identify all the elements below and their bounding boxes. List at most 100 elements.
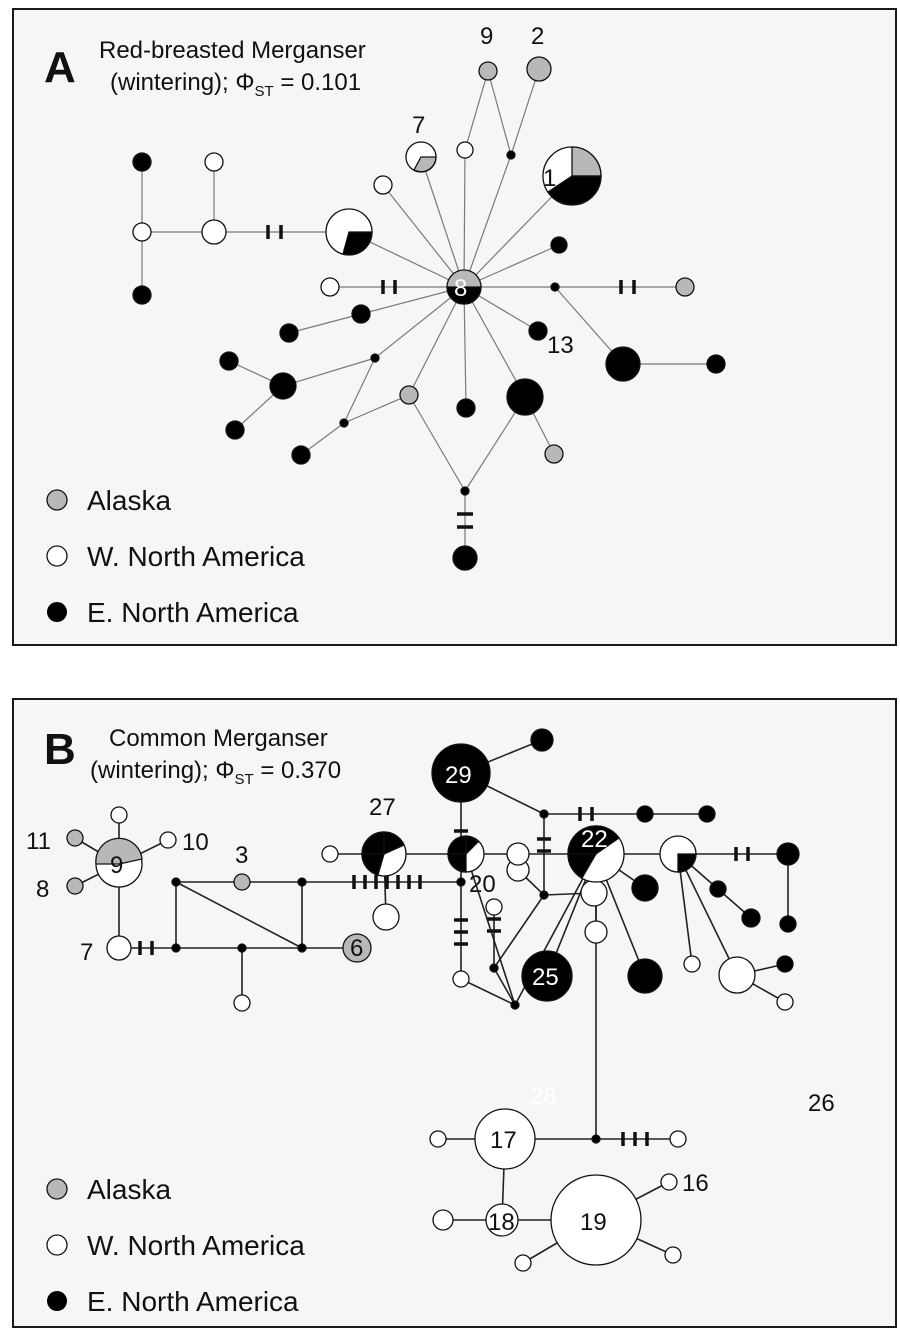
haplotype-node	[627, 958, 663, 994]
median-vector	[510, 1000, 520, 1010]
node-label: 3	[235, 842, 248, 869]
haplotype-node	[664, 1246, 682, 1264]
panel-a-mutation-ticks	[266, 225, 636, 529]
haplotype-node	[485, 1203, 519, 1237]
haplotype-node	[429, 1130, 447, 1148]
haplotype-node	[669, 1130, 687, 1148]
legend-swatch-east	[47, 602, 67, 622]
haplotype-node	[528, 321, 548, 341]
haplotype-node	[373, 175, 393, 195]
haplotype-node	[432, 1209, 454, 1231]
node-label: 8	[36, 876, 49, 903]
median-vector	[297, 943, 307, 953]
median-vector	[370, 353, 380, 363]
legend-swatch-alaska	[46, 1178, 68, 1200]
haplotype-node	[233, 994, 251, 1012]
panel-b-network: 11 10 9 8 3 7 6 29 20 25 27 22 28 26 17 …	[26, 725, 835, 1317]
median-vector	[550, 282, 560, 292]
haplotype-node	[321, 845, 339, 863]
haplotype-pie-node	[447, 835, 485, 873]
node-label: 8	[454, 275, 467, 302]
haplotype-node	[779, 915, 797, 933]
haplotype-node	[474, 1108, 536, 1170]
haplotype-node	[456, 141, 474, 159]
haplotype-node	[631, 874, 659, 902]
legend: Alaska W. North America E. North America	[46, 1174, 305, 1317]
node-label: 17	[490, 1127, 517, 1154]
node-label: 9	[110, 852, 123, 879]
median-vector	[539, 809, 549, 819]
node-label: 18	[488, 1209, 515, 1236]
haplotype-node	[506, 842, 530, 866]
haplotype-pie-node	[405, 141, 437, 173]
haplotype-pie-node-center	[446, 269, 482, 305]
haplotype-node	[225, 420, 245, 440]
haplotype-node	[776, 842, 800, 866]
haplotype-node	[233, 873, 251, 891]
legend-swatch-east	[47, 1291, 67, 1311]
panel-b: 11 10 9 8 3 7 6 29 20 25 27 22 28 26 17 …	[12, 698, 897, 1328]
node-label: 10	[182, 829, 209, 856]
haplotype-node	[526, 56, 552, 82]
haplotype-node	[431, 743, 491, 803]
panel-title-line1: Common Merganser	[109, 725, 328, 752]
legend-label-alaska: Alaska	[87, 485, 171, 516]
haplotype-node	[580, 879, 608, 907]
panel-title-line1: Red-breasted Merganser	[99, 37, 366, 64]
median-vector	[456, 877, 466, 887]
panel-a: 9 2 7 1 8 13 A Red-breasted Merganser (w…	[12, 8, 897, 646]
median-vector	[489, 963, 499, 973]
node-label: 19	[580, 1209, 607, 1236]
haplotype-node	[204, 152, 224, 172]
node-label: 28	[530, 1083, 557, 1110]
haplotype-node	[709, 880, 727, 898]
panel-title-line2: (wintering); ΦST = 0.370	[90, 757, 341, 788]
legend-label-east: E. North America	[87, 597, 299, 628]
haplotype-node	[351, 304, 371, 324]
haplotype-node	[550, 236, 568, 254]
node-label: 26	[808, 1090, 835, 1117]
haplotype-node	[718, 956, 756, 994]
haplotype-node	[201, 219, 227, 245]
haplotype-node	[452, 545, 478, 571]
haplotype-node	[279, 323, 299, 343]
haplotype-node	[544, 444, 564, 464]
haplotype-node	[66, 877, 84, 895]
haplotype-node	[741, 908, 761, 928]
node-label: 6	[350, 935, 363, 962]
haplotype-node	[698, 805, 716, 823]
node-label: 16	[682, 1170, 709, 1197]
node-label: 13	[547, 332, 574, 359]
haplotype-node	[514, 1254, 532, 1272]
haplotype-pie-node	[325, 208, 373, 256]
node-label: 25	[532, 964, 559, 991]
legend-swatch-west	[46, 545, 68, 567]
haplotype-node	[636, 805, 654, 823]
haplotype-node	[372, 903, 400, 931]
median-vector	[506, 150, 516, 160]
haplotype-pie-node	[361, 831, 407, 877]
haplotype-node	[506, 378, 544, 416]
panel-letter: B	[44, 725, 76, 774]
haplotype-node	[660, 1173, 678, 1191]
haplotype-pie-node	[542, 146, 602, 206]
haplotype-node	[675, 277, 695, 297]
haplotype-node	[132, 152, 152, 172]
haplotype-node	[706, 354, 726, 374]
legend-label-west: W. North America	[87, 1230, 305, 1261]
node-label: 7	[80, 939, 93, 966]
node-label: 1	[543, 165, 556, 192]
legend-swatch-alaska	[46, 489, 68, 511]
panel-b-nodes	[66, 728, 800, 1272]
haplotype-node	[530, 728, 554, 752]
node-label: 7	[412, 112, 425, 139]
node-label: 29	[445, 762, 472, 789]
haplotype-node	[269, 372, 297, 400]
median-vector	[591, 1134, 601, 1144]
node-label: 22	[581, 826, 608, 853]
legend-label-east: E. North America	[87, 1286, 299, 1317]
haplotype-node	[132, 285, 152, 305]
haplotype-node	[399, 385, 419, 405]
haplotype-node	[342, 933, 372, 963]
haplotype-node	[291, 445, 311, 465]
